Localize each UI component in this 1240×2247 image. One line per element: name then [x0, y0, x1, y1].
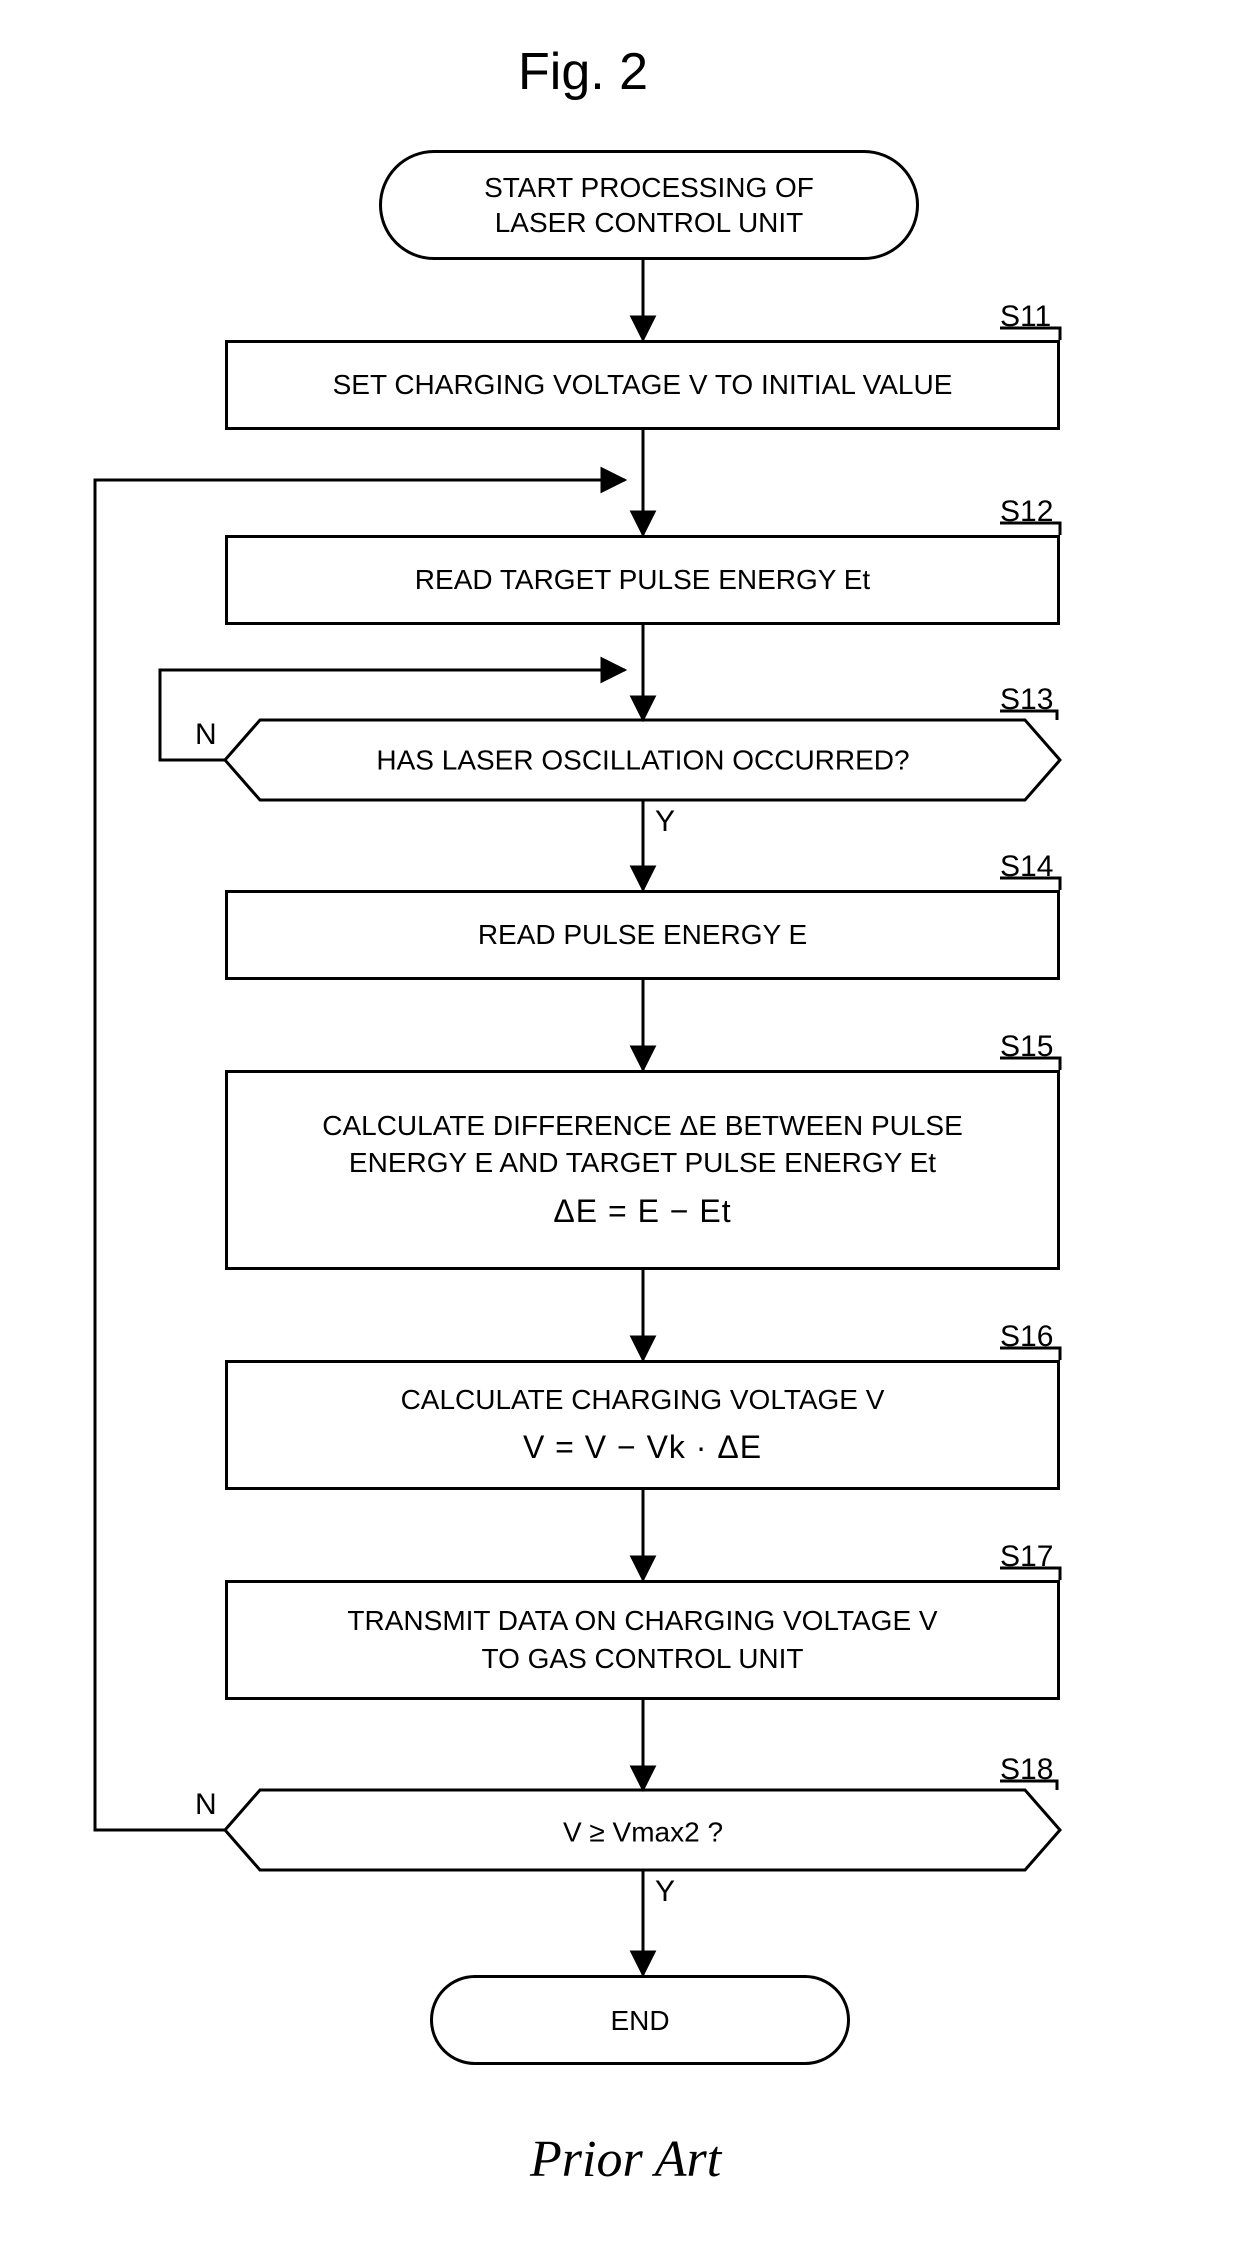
node-s13-label: HAS LASER OSCILLATION OCCURRED?	[376, 744, 909, 775]
node-s18: V ≥ Vmax2 ?	[225, 1790, 1060, 1870]
node-start-label: START PROCESSING OFLASER CONTROL UNIT	[484, 170, 814, 240]
edge-label-s18-yes: Y	[655, 1875, 675, 1909]
step-label-s14: S14	[1000, 850, 1053, 884]
node-s15-formula: ΔE = E − Et	[553, 1190, 731, 1233]
node-s17-label: TRANSMIT DATA ON CHARGING VOLTAGE VTO GA…	[347, 1602, 937, 1678]
edge-label-s18-no: N	[195, 1788, 217, 1822]
node-s15: CALCULATE DIFFERENCE ΔE BETWEEN PULSEENE…	[225, 1070, 1060, 1270]
node-end-label: END	[610, 2003, 669, 2038]
step-label-s11: S11	[1000, 300, 1051, 334]
flowchart-canvas: Fig. 2 START PROCESSING OFLASER CONTROL …	[0, 0, 1240, 2247]
node-s16-label: CALCULATE CHARGING VOLTAGE V	[401, 1381, 885, 1419]
node-s18-label: V ≥ Vmax2 ?	[563, 1816, 723, 1847]
node-s12-label: READ TARGET PULSE ENERGY Et	[415, 561, 870, 599]
node-s17: TRANSMIT DATA ON CHARGING VOLTAGE VTO GA…	[225, 1580, 1060, 1700]
node-s11-label: SET CHARGING VOLTAGE V TO INITIAL VALUE	[333, 366, 953, 404]
node-s11: SET CHARGING VOLTAGE V TO INITIAL VALUE	[225, 340, 1060, 430]
node-s15-label: CALCULATE DIFFERENCE ΔE BETWEEN PULSEENE…	[322, 1107, 963, 1183]
node-s16-formula: V = V − Vk · ΔE	[523, 1426, 762, 1469]
node-s14-label: READ PULSE ENERGY E	[478, 916, 807, 954]
node-s12: READ TARGET PULSE ENERGY Et	[225, 535, 1060, 625]
step-label-s13: S13	[1000, 683, 1053, 717]
step-label-s18: S18	[1000, 1753, 1053, 1787]
node-s14: READ PULSE ENERGY E	[225, 890, 1060, 980]
node-end: END	[430, 1975, 850, 2065]
node-s16: CALCULATE CHARGING VOLTAGE V V = V − Vk …	[225, 1360, 1060, 1490]
figure-caption: Prior Art	[530, 2130, 721, 2189]
edge-label-s13-no: N	[195, 718, 217, 752]
step-label-s17: S17	[1000, 1540, 1053, 1574]
node-start: START PROCESSING OFLASER CONTROL UNIT	[379, 150, 919, 260]
step-label-s15: S15	[1000, 1030, 1053, 1064]
figure-title: Fig. 2	[518, 42, 648, 102]
step-label-s16: S16	[1000, 1320, 1053, 1354]
step-label-s12: S12	[1000, 495, 1053, 529]
edge-label-s13-yes: Y	[655, 805, 675, 839]
node-s13: HAS LASER OSCILLATION OCCURRED?	[225, 720, 1060, 800]
